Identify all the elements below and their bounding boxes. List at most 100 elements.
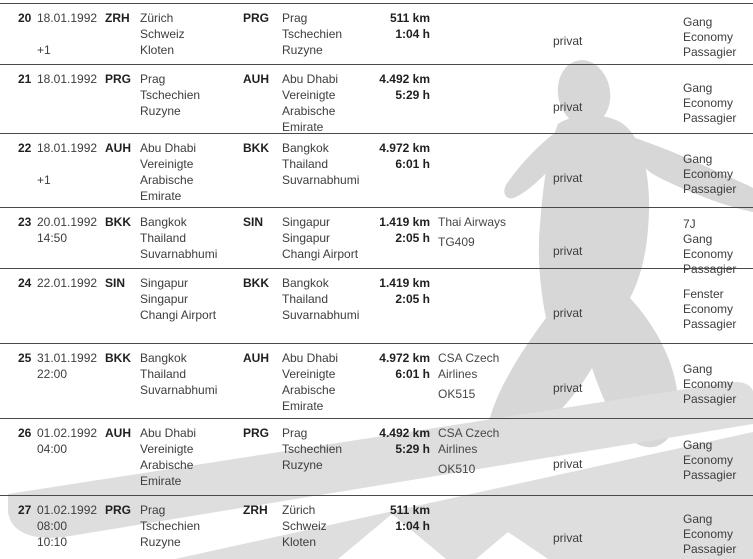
text-line: Thai Airways xyxy=(438,215,507,229)
privat-label: privat xyxy=(553,306,583,320)
text-line: Vereinigte xyxy=(140,442,194,456)
text-line: CSA Czech xyxy=(438,426,500,440)
privat-label: privat xyxy=(553,34,583,48)
text-line: Thailand xyxy=(140,231,187,245)
row-number: 26 xyxy=(18,426,32,440)
departure-code: AUH xyxy=(105,141,131,155)
privat-cell: privat xyxy=(553,269,683,343)
text-line: Schweiz xyxy=(140,27,185,41)
privat-cell: privat xyxy=(553,134,683,207)
text-line: Schweiz xyxy=(282,519,327,533)
text-line: Economy xyxy=(683,96,734,110)
text-line: Tschechien xyxy=(140,88,201,102)
text-line: Economy xyxy=(683,247,734,261)
text-line: Airlines xyxy=(438,367,478,381)
text-line: Gang xyxy=(683,511,713,526)
text-line: Abu Dhabi xyxy=(282,351,339,365)
seat-class-cell: Gang Economy Passagier xyxy=(683,344,753,418)
text-line: 08:00 xyxy=(37,519,68,533)
text-line: Abu Dhabi xyxy=(140,426,197,440)
text-line: Abu Dhabi xyxy=(282,72,339,86)
departure-city-cell: Prag Tschechien Ruzyne xyxy=(140,496,243,559)
row-number: 24 xyxy=(18,276,32,290)
text-line: Suvarnabhumi xyxy=(282,308,360,322)
flight-table: 20 18.01.1992 +1 ZRH Zürich Schweiz Kloten… xyxy=(0,3,753,559)
text-line: Passagier xyxy=(683,317,737,331)
departure-code: SIN xyxy=(105,276,126,290)
text-line: Suvarnabhumi xyxy=(140,247,218,261)
text-line: Arabische xyxy=(282,104,336,118)
distance-duration-cell: 1.419 km 2:05 h xyxy=(373,208,430,279)
departure-code: PRG xyxy=(105,503,132,517)
distance-duration-cell: 1.419 km 2:05 h xyxy=(373,269,430,343)
text-line: Passagier xyxy=(683,541,737,556)
departure-code: PRG xyxy=(105,72,132,86)
text-line: 10:10 xyxy=(37,535,68,549)
text-line: Fenster xyxy=(683,287,724,301)
text-line: Passagier xyxy=(683,392,737,406)
airline-cell xyxy=(438,65,553,135)
date-cell: 22.01.1992 xyxy=(37,269,105,343)
text-line: Passagier xyxy=(683,181,737,196)
arrival-city-cell: Prag Tschechien Ruzyne xyxy=(282,4,373,64)
text-line: Singapur xyxy=(282,231,331,245)
text-line: 18.01.1992 xyxy=(37,11,98,25)
text-line: 18.01.1992 xyxy=(37,72,98,86)
text-line: Gang xyxy=(683,438,713,452)
seat-class-cell: 7J Gang Economy Passagier xyxy=(683,208,753,279)
date-cell: 20.01.1992 14:50 xyxy=(37,208,105,279)
privat-label: privat xyxy=(553,243,583,258)
date-cell: 18.01.1992 +1 xyxy=(37,134,105,207)
seat-class-cell: Gang Economy Passagier xyxy=(683,4,753,64)
arrival-code: ZRH xyxy=(243,503,268,517)
distance-duration-cell: 4.972 km 6:01 h xyxy=(373,134,430,207)
distance-value: 511 km xyxy=(389,503,430,517)
flight-table-row: 20 18.01.1992 +1 ZRH Zürich Schweiz Kloten… xyxy=(0,3,753,64)
text-line: Economy xyxy=(683,166,734,181)
seat-class-cell: Gang Economy Passagier xyxy=(683,496,753,559)
text-line: Gang xyxy=(683,81,713,95)
departure-city-cell: Zürich Schweiz Kloten xyxy=(140,4,243,64)
text-line: Ruzyne xyxy=(140,535,181,549)
text-line: Prag xyxy=(140,503,166,517)
text-line: Bangkok xyxy=(282,141,329,155)
text-line: Arabische xyxy=(282,383,336,397)
flight-table-row: 23 20.01.1992 14:50 BKK Bangkok Thailand Su… xyxy=(0,207,753,276)
text-line: Economy xyxy=(683,30,734,44)
flight-table-row: 25 31.01.1992 22:00 BKK Bangkok Thailand Su… xyxy=(0,343,753,418)
airline-name: CSA Czech Airlines xyxy=(438,350,553,382)
text-line: 20.01.1992 xyxy=(37,215,98,229)
text-line: Emirate xyxy=(140,474,182,488)
text-line: 01.02.1992 xyxy=(37,426,98,440)
text-line: Bangkok xyxy=(282,276,329,290)
distance-duration-cell: 4.492 km 5:29 h xyxy=(373,65,430,135)
privat-label: privat xyxy=(553,170,583,185)
text-line: Zürich xyxy=(140,11,174,25)
duration-value: 2:05 h xyxy=(395,292,430,306)
airline-cell xyxy=(438,496,553,559)
arrival-code: AUH xyxy=(243,351,269,365)
date-cell: 18.01.1992 xyxy=(37,65,105,135)
distance-value: 4.972 km xyxy=(379,141,430,155)
text-line: Kloten xyxy=(140,43,175,57)
duration-value: 1:04 h xyxy=(395,519,430,533)
text-line: Airlines xyxy=(438,442,478,456)
distance-value: 1.419 km xyxy=(379,276,430,290)
distance-duration-cell: 4.492 km 5:29 h xyxy=(373,419,430,495)
text-line: Tschechien xyxy=(282,27,343,41)
text-line: Suvarnabhumi xyxy=(282,173,360,187)
text-line: +1 xyxy=(37,173,51,187)
seat-class-cell: Fenster Economy Passagier xyxy=(683,269,753,343)
text-line: Passagier xyxy=(683,262,737,276)
text-line: Ruzyne xyxy=(282,458,323,472)
arrival-city-cell: Bangkok Thailand Suvarnabhumi xyxy=(282,269,373,343)
arrival-code: SIN xyxy=(243,215,264,229)
text-line: Vereinigte xyxy=(282,88,336,102)
text-line: Thailand xyxy=(282,292,329,306)
arrival-code: BKK xyxy=(243,141,269,155)
flight-number: OK510 xyxy=(438,462,476,476)
flight-table-row: 21 18.01.1992 PRG Prag Tschechien Ruzyne A… xyxy=(0,64,753,135)
flight-table-row: 27 01.02.1992 08:00 10:10 PRG Prag Tschechi… xyxy=(0,495,753,559)
airline-cell: Thai Airways TG409 xyxy=(438,208,553,279)
arrival-code: PRG xyxy=(243,11,270,25)
